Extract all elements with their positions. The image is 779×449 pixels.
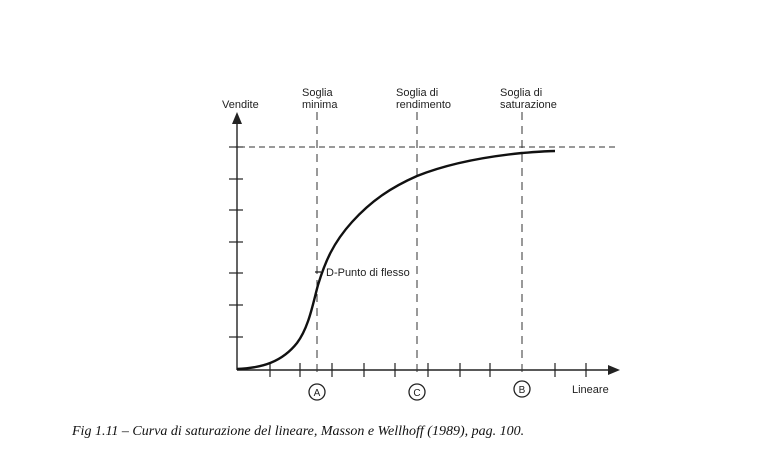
marker-a-letter: A xyxy=(314,388,321,399)
figure-caption: Fig 1.11 – Curva di saturazione del line… xyxy=(72,424,525,439)
y-ticks xyxy=(229,146,243,338)
saturation-curve xyxy=(236,149,556,371)
x-ticks xyxy=(269,363,587,377)
threshold-c-label-line1: Soglia di xyxy=(396,87,438,99)
marker-a: A xyxy=(308,383,326,401)
threshold-a-label-line1: Soglia xyxy=(302,87,333,99)
threshold-b-label-line1: Soglia di xyxy=(500,87,542,99)
x-axis-label: Lineare xyxy=(572,384,609,396)
marker-b: B xyxy=(513,380,531,398)
threshold-c-label-line2: rendimento xyxy=(396,99,451,111)
y-axis-arrow xyxy=(232,112,242,124)
threshold-a-label-line2: minima xyxy=(302,99,338,111)
threshold-b-label-line2: saturazione xyxy=(500,99,557,111)
marker-b-letter: B xyxy=(519,385,526,396)
marker-c: C xyxy=(408,383,426,401)
marker-c-letter: C xyxy=(413,388,420,399)
y-axis-label: Vendite xyxy=(222,99,259,111)
inflection-point-label: D-Punto di flesso xyxy=(326,267,410,279)
x-axis-arrow xyxy=(608,365,620,375)
